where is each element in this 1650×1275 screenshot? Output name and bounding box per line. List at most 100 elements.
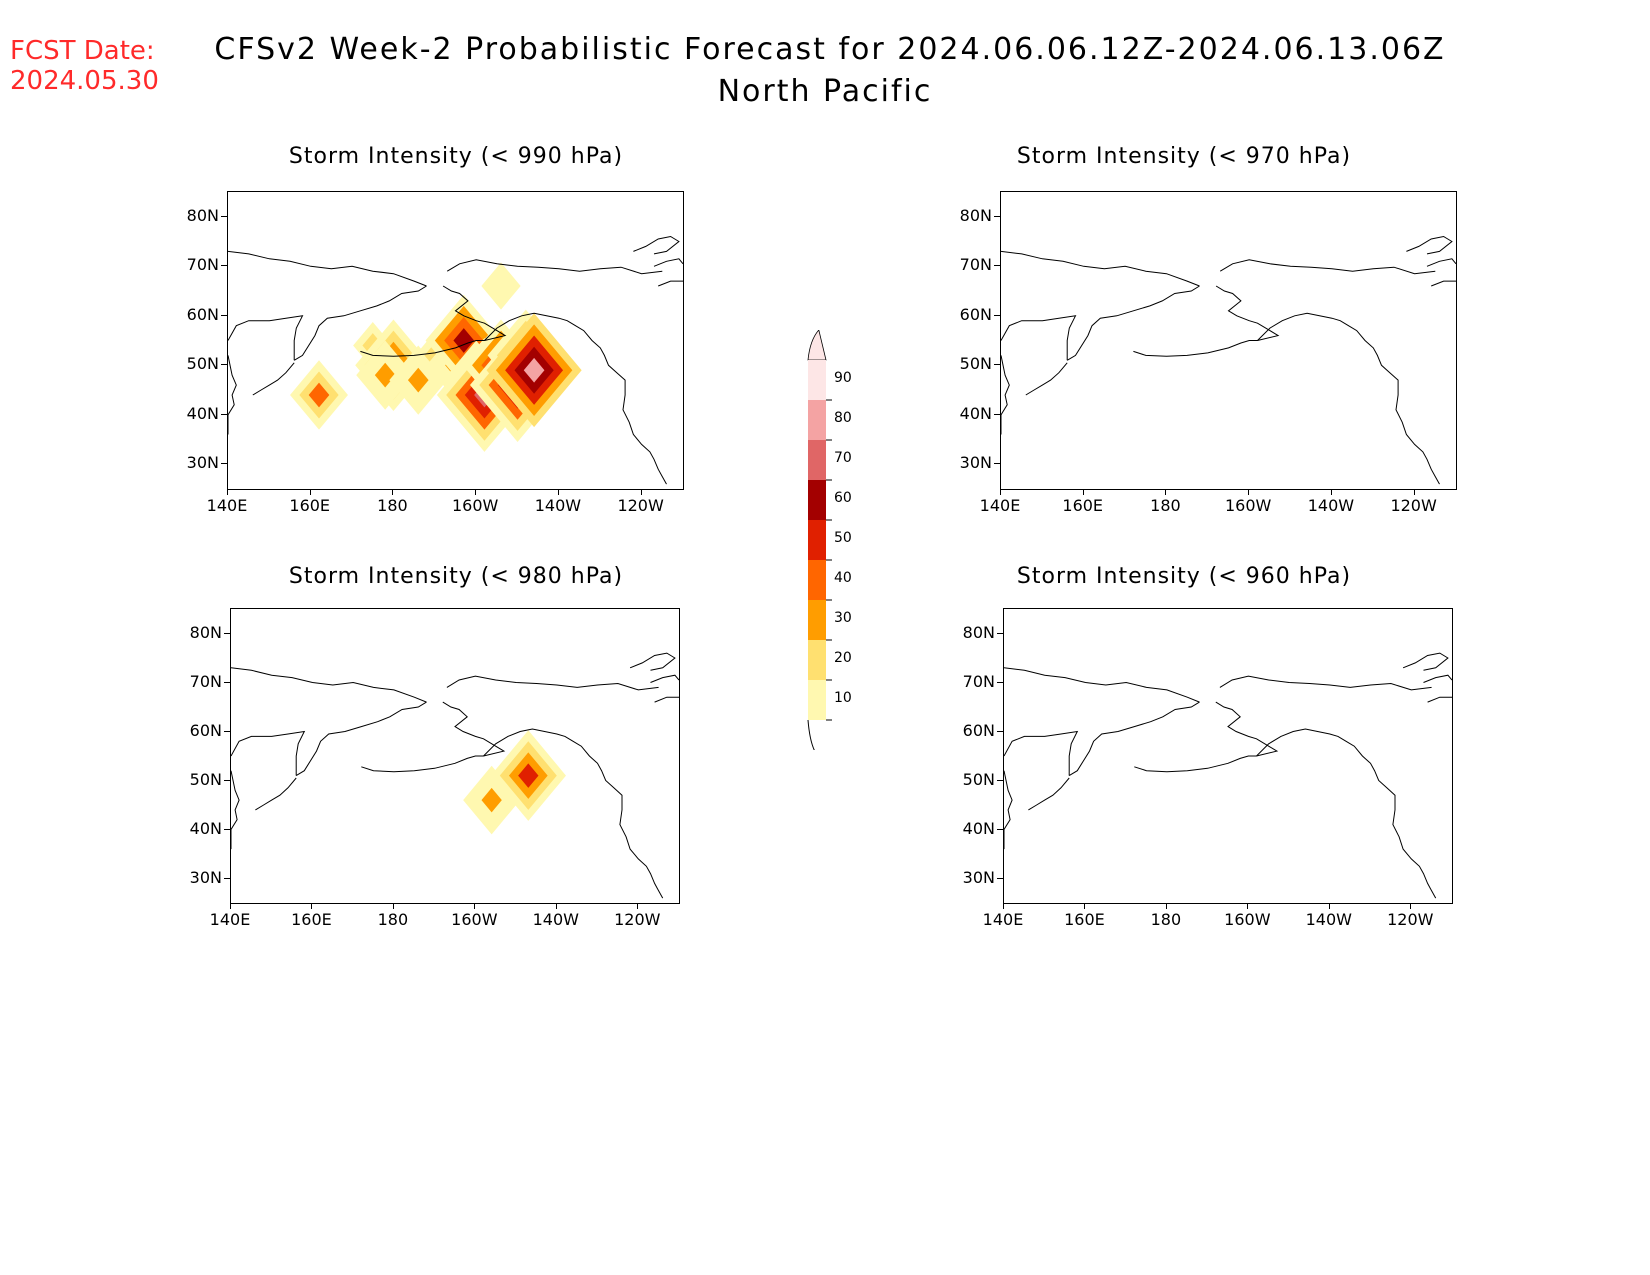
p980-lat-tick bbox=[224, 779, 230, 781]
p960-coastline-4 bbox=[1028, 777, 1070, 811]
p980-coastline-7 bbox=[361, 755, 484, 773]
p990-coastline-5 bbox=[442, 285, 507, 341]
p980-coastline-11 bbox=[654, 696, 679, 703]
p970-lat-tick bbox=[994, 215, 1000, 217]
p990-lon-label: 140E bbox=[206, 496, 248, 515]
p990-lon-label: 160E bbox=[289, 496, 331, 515]
legend-label-40: 40 bbox=[834, 570, 852, 586]
p970-lon-label: 120W bbox=[1390, 496, 1437, 515]
p960-lat-label: 80N bbox=[962, 622, 995, 642]
p980-lon-tick bbox=[392, 903, 394, 909]
p990-prob-cell-14-0 bbox=[490, 273, 512, 299]
p980-coastline-5 bbox=[442, 701, 506, 757]
page-title: CFSv2 Week-2 Probabilistic Forecast for … bbox=[214, 32, 1446, 67]
p980-lon-tick bbox=[230, 903, 231, 909]
p970-lon-tick bbox=[1248, 489, 1250, 495]
map-panel-990 bbox=[227, 191, 684, 490]
legend-label-80: 80 bbox=[834, 410, 852, 426]
p990-lat-label: 70N bbox=[186, 255, 219, 275]
p990-lat-label: 30N bbox=[186, 453, 219, 473]
p970-lon-tick bbox=[1082, 489, 1084, 495]
p960-lat-tick bbox=[997, 779, 1003, 781]
p960-lat-tick bbox=[997, 632, 1003, 634]
p990-coastline-11 bbox=[658, 280, 683, 287]
p960-coastline-6 bbox=[1219, 675, 1432, 691]
p990-lat-tick bbox=[221, 314, 227, 316]
p970-lon-tick bbox=[1330, 489, 1332, 495]
p980-lat-label: 50N bbox=[189, 769, 222, 789]
p960-lat-label: 70N bbox=[962, 671, 995, 691]
p990-lon-label: 180 bbox=[377, 496, 408, 515]
p980-coastline-6 bbox=[446, 675, 659, 691]
p980-coastline-8 bbox=[483, 728, 664, 899]
p960-lat-label: 60N bbox=[962, 720, 995, 740]
legend-label-20: 20 bbox=[834, 650, 852, 666]
p970-coastline-9 bbox=[1406, 235, 1453, 255]
p970-lat-tick bbox=[994, 413, 1000, 415]
p970-coastline-10 bbox=[1426, 258, 1456, 267]
p980-lat-label: 60N bbox=[189, 720, 222, 740]
p970-lon-tick bbox=[1165, 489, 1167, 495]
p990-lon-tick bbox=[392, 489, 394, 495]
p960-coastline-8 bbox=[1256, 728, 1437, 899]
p980-coastline-3 bbox=[231, 770, 240, 850]
p970-coastline-5 bbox=[1215, 285, 1280, 341]
p970-lon-tick bbox=[1413, 489, 1415, 495]
legend-label-50: 50 bbox=[834, 530, 852, 546]
p980-lat-tick bbox=[224, 828, 230, 830]
p980-lon-tick bbox=[311, 903, 313, 909]
legend-swatch-80 bbox=[808, 400, 826, 440]
p960-lon-tick bbox=[1165, 903, 1167, 909]
p990-lon-tick bbox=[309, 489, 311, 495]
p990-coastline-6 bbox=[446, 259, 663, 275]
p960-coastline-5 bbox=[1215, 701, 1279, 757]
p980-lon-tick bbox=[555, 903, 557, 909]
p970-lat-tick bbox=[994, 364, 1000, 366]
panel-title-960: Storm Intensity (< 960 hPa) bbox=[1016, 564, 1352, 589]
p980-lat-tick bbox=[224, 877, 230, 879]
legend-label-70: 70 bbox=[834, 450, 852, 466]
p990-lon-label: 140W bbox=[534, 496, 582, 515]
p990-coastline-3 bbox=[228, 355, 237, 435]
map-panel-960 bbox=[1003, 608, 1453, 904]
p980-prob-cell-0-0 bbox=[481, 787, 502, 813]
p960-coastline-10 bbox=[1423, 674, 1452, 683]
p960-coastline-9 bbox=[1402, 652, 1449, 671]
p970-lon-label: 180 bbox=[1150, 496, 1181, 515]
p990-lon-label: 120W bbox=[617, 496, 664, 515]
p980-lon-label: 160E bbox=[291, 910, 332, 929]
p990-lat-tick bbox=[221, 364, 227, 366]
p990-lon-label: 160W bbox=[451, 496, 499, 515]
legend-swatch-90 bbox=[808, 360, 826, 400]
p970-coastline-1 bbox=[1066, 285, 1200, 361]
forecast-date-block: FCST Date: 2024.05.30 bbox=[10, 36, 159, 96]
p970-lon-label: 160W bbox=[1224, 496, 1272, 515]
p990-coastline-0 bbox=[228, 250, 427, 287]
p960-coastline-7 bbox=[1134, 755, 1257, 773]
panel-title-980: Storm Intensity (< 980 hPa) bbox=[288, 564, 624, 589]
legend-colorbar bbox=[807, 329, 832, 756]
fcst-date-label: FCST Date: bbox=[10, 36, 155, 66]
p960-coastline-11 bbox=[1427, 696, 1452, 703]
p960-lat-tick bbox=[997, 730, 1003, 732]
legend-swatch-40 bbox=[808, 560, 826, 600]
legend-label-30: 30 bbox=[834, 610, 852, 626]
p990-coastline-2 bbox=[228, 315, 304, 361]
p970-lat-label: 80N bbox=[959, 205, 992, 225]
legend-swatch-30 bbox=[808, 600, 826, 640]
p990-coastline-4 bbox=[252, 362, 295, 396]
panel-title-990: Storm Intensity (< 990 hPa) bbox=[288, 144, 624, 169]
p980-lat-label: 30N bbox=[189, 867, 222, 887]
p960-lon-label: 140E bbox=[982, 910, 1024, 929]
p990-lat-tick bbox=[221, 413, 227, 415]
p960-coastline-3 bbox=[1004, 770, 1013, 850]
p990-lat-label: 40N bbox=[186, 403, 219, 423]
p970-lat-tick bbox=[994, 463, 1000, 465]
p990-lat-label: 50N bbox=[186, 354, 219, 374]
p990-coastline-1 bbox=[293, 285, 427, 361]
p970-lat-tick bbox=[994, 314, 1000, 316]
p990-coastline-8 bbox=[484, 312, 667, 485]
p970-lon-tick bbox=[1000, 489, 1001, 495]
p960-svg bbox=[1004, 652, 1452, 899]
p990-lat-label: 60N bbox=[186, 304, 219, 324]
